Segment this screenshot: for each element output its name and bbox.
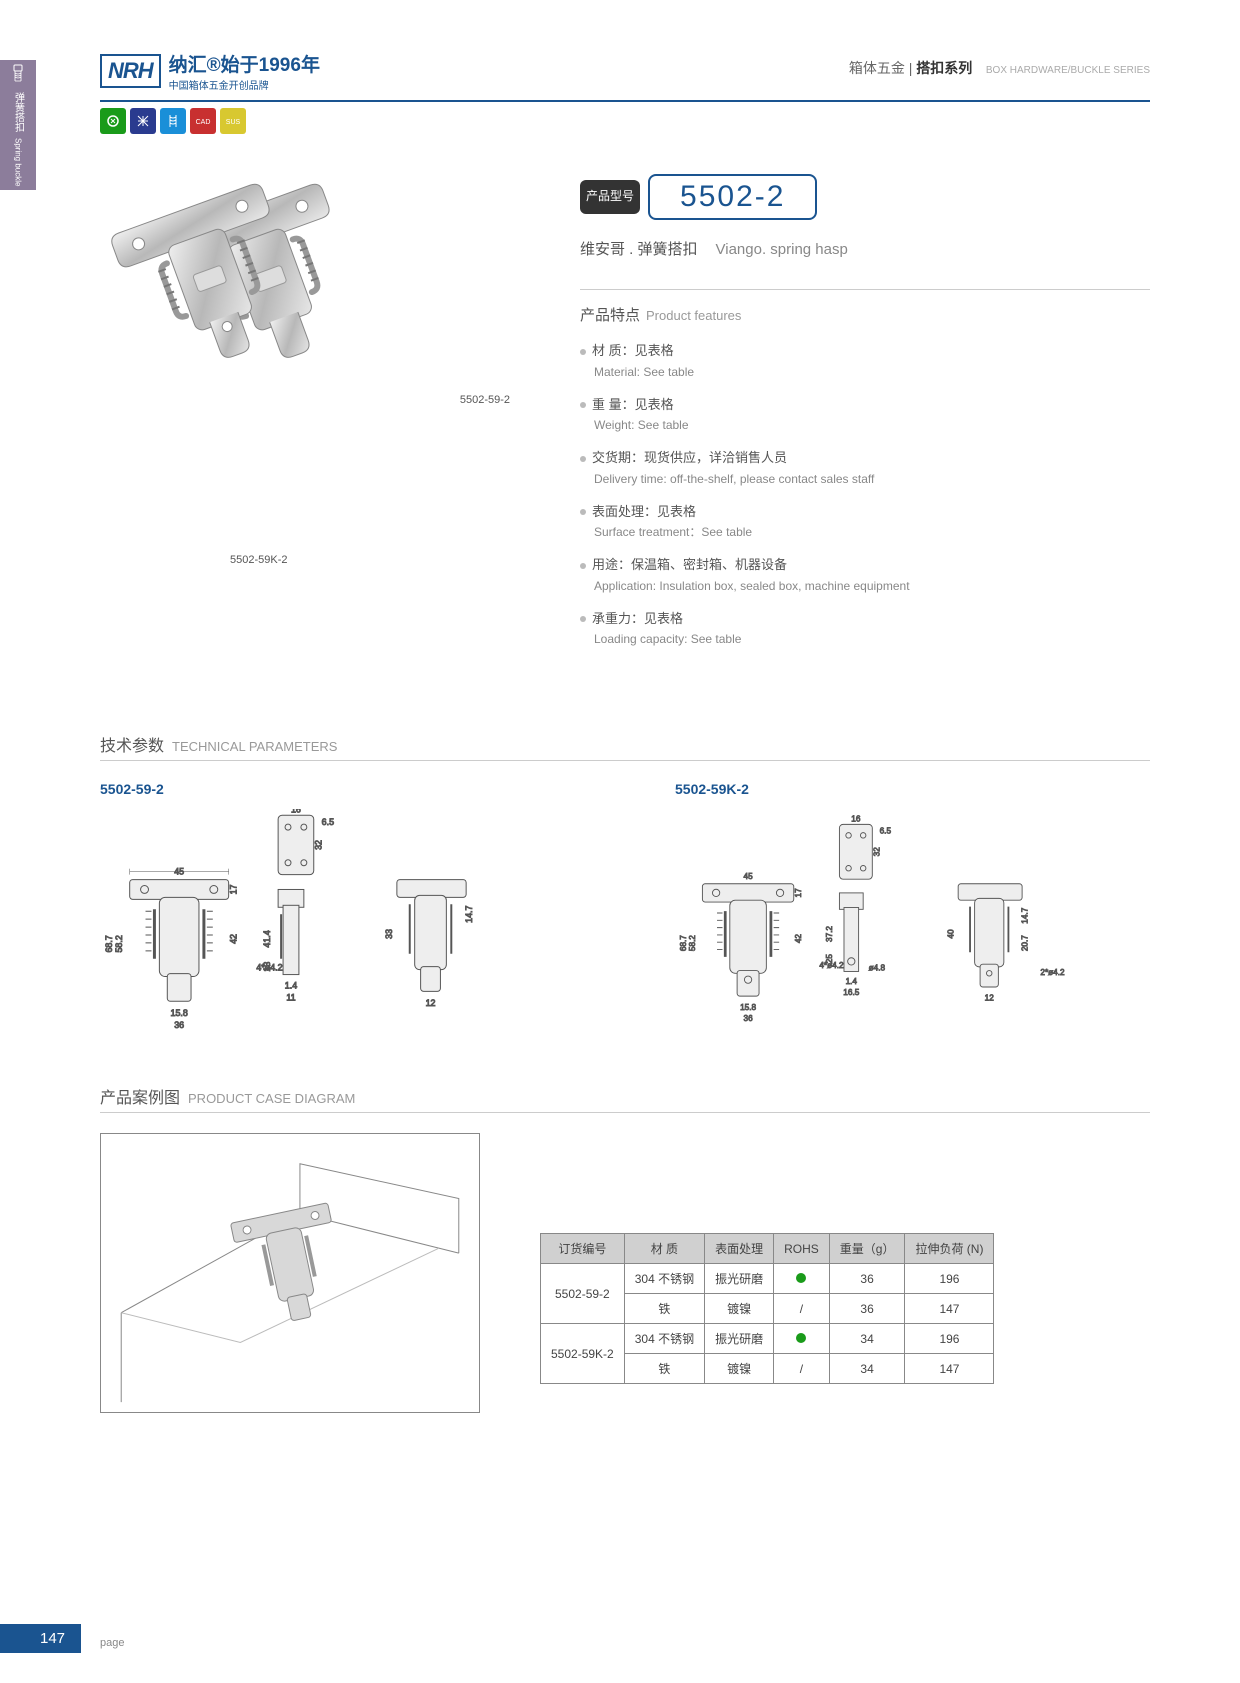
feature-item: 材 质：见表格Material: See table [580, 341, 1150, 381]
page-label: page [100, 1637, 124, 1649]
svg-text:68.7: 68.7 [104, 935, 114, 952]
logo: NRH 纳汇®始于1996年 中国箱体五金开创品牌 [100, 50, 320, 92]
svg-text:ø4.8: ø4.8 [869, 964, 886, 973]
svg-text:16.5: 16.5 [843, 988, 859, 997]
header-divider [100, 100, 1150, 102]
tech-section: 技术参数TECHNICAL PARAMETERS 5502-59-2 [100, 732, 1150, 1064]
svg-text:12: 12 [426, 998, 436, 1008]
svg-text:40: 40 [947, 929, 956, 939]
features-title: 产品特点Product features [580, 304, 1150, 325]
header-right: 箱体五金 | 搭扣系列 BOX HARDWARE/BUCKLE SERIES [849, 58, 1150, 78]
svg-text:45: 45 [743, 872, 753, 881]
badges: CAD SUS [100, 108, 1150, 134]
svg-text:20.7: 20.7 [1021, 935, 1030, 951]
feature-item: 表面处理：见表格Surface treatment：See table [580, 502, 1150, 542]
badge-4: CAD [190, 108, 216, 134]
drawings: 5502-59-2 45 68.7 [100, 781, 1150, 1064]
side-tab: 弹簧搭扣 Spring buckle [0, 60, 36, 190]
header: NRH 纳汇®始于1996年 中国箱体五金开创品牌 箱体五金 | 搭扣系列 BO… [100, 50, 1150, 92]
badge-1 [100, 108, 126, 134]
svg-text:16: 16 [291, 809, 301, 814]
badge-2 [130, 108, 156, 134]
feature-item: 交货期：现货供应，详洽销售人员Delivery time: off-the-sh… [580, 448, 1150, 488]
img-label-1: 5502-59-2 [460, 394, 510, 406]
page-number: 147 [0, 1624, 81, 1653]
product-info: 产品型号 5502-2 维安哥 . 弹簧搭扣Viango. spring has… [580, 164, 1150, 662]
svg-text:17: 17 [229, 884, 239, 894]
svg-text:68.7: 68.7 [679, 935, 688, 951]
feature-item: 用途：保温箱、密封箱、机器设备Application: Insulation b… [580, 555, 1150, 595]
svg-text:58.2: 58.2 [688, 935, 697, 951]
case-section: 产品案例图PRODUCT CASE DIAGRAM 订货编号材 质表面处理ROH… [100, 1084, 1150, 1413]
drawing-label-1: 5502-59-2 [100, 781, 575, 797]
svg-text:14.7: 14.7 [1021, 907, 1030, 923]
table-header-row: 订货编号材 质表面处理ROHS重量（g）拉伸负荷 (N) [541, 1234, 994, 1264]
svg-text:4*ø4.2: 4*ø4.2 [819, 961, 844, 970]
drawing-1: 45 68.7 58.2 42 17 15.8 36 [100, 809, 575, 1059]
svg-text:36: 36 [743, 1014, 753, 1023]
svg-text:37.2: 37.2 [825, 926, 834, 942]
model-number: 5502-2 [648, 174, 817, 220]
svg-text:2*ø4.2: 2*ø4.2 [1040, 968, 1065, 977]
svg-text:15.8: 15.8 [740, 1003, 756, 1012]
feature-item: 承重力：见表格Loading capacity: See table [580, 609, 1150, 649]
table-row: 5502-59K-2304 不锈钢振光研磨34196 [541, 1324, 994, 1354]
subtitle: 维安哥 . 弹簧搭扣Viango. spring hasp [580, 238, 1150, 259]
svg-text:6.5: 6.5 [322, 817, 334, 827]
svg-text:32: 32 [314, 840, 324, 850]
img-label-2: 5502-59K-2 [230, 554, 288, 566]
table-row: 5502-59-2304 不锈钢振光研磨36196 [541, 1264, 994, 1294]
svg-text:16: 16 [851, 815, 861, 824]
svg-text:33: 33 [384, 929, 394, 939]
svg-text:SUS: SUS [226, 119, 241, 126]
features-list: 材 质：见表格Material: See table 重 量：见表格Weight:… [580, 341, 1150, 648]
svg-text:17: 17 [794, 888, 803, 898]
model-label: 产品型号 [580, 180, 640, 213]
svg-text:15.8: 15.8 [171, 1008, 188, 1018]
logo-brand: NRH [100, 54, 161, 88]
svg-text:12: 12 [985, 994, 995, 1003]
drawing-label-2: 5502-59K-2 [675, 781, 1150, 797]
side-tab-cn: 弹簧搭扣 [11, 92, 26, 132]
badge-3 [160, 108, 186, 134]
svg-text:58.2: 58.2 [114, 935, 124, 952]
svg-text:36: 36 [174, 1020, 184, 1030]
feature-item: 重 量：见表格Weight: See table [580, 395, 1150, 435]
svg-text:4*ø4.2: 4*ø4.2 [256, 963, 282, 973]
side-tab-en: Spring buckle [14, 138, 23, 186]
spec-table: 订货编号材 质表面处理ROHS重量（g）拉伸负荷 (N) 5502-59-230… [540, 1233, 994, 1384]
badge-5: SUS [220, 108, 246, 134]
svg-text:42: 42 [794, 934, 803, 944]
svg-text:1.4: 1.4 [846, 977, 858, 986]
logo-sub: 中国箱体五金开创品牌 [169, 77, 320, 92]
svg-text:41.4: 41.4 [262, 930, 272, 947]
svg-text:11: 11 [286, 992, 295, 1002]
product-image: 5502-59-2 5502-59K-2 [100, 164, 540, 564]
svg-text:6.5: 6.5 [880, 827, 892, 836]
svg-text:42: 42 [229, 934, 239, 944]
logo-cn: 纳汇®始于1996年 [169, 50, 320, 77]
case-diagram [100, 1133, 480, 1413]
svg-text:14.7: 14.7 [464, 906, 474, 923]
svg-text:1.4: 1.4 [285, 980, 297, 990]
drawing-2: 45 68.7 58.2 42 17 15.8 36 16 6. [675, 809, 1150, 1059]
svg-text:CAD: CAD [196, 119, 211, 126]
svg-text:32: 32 [873, 847, 882, 857]
